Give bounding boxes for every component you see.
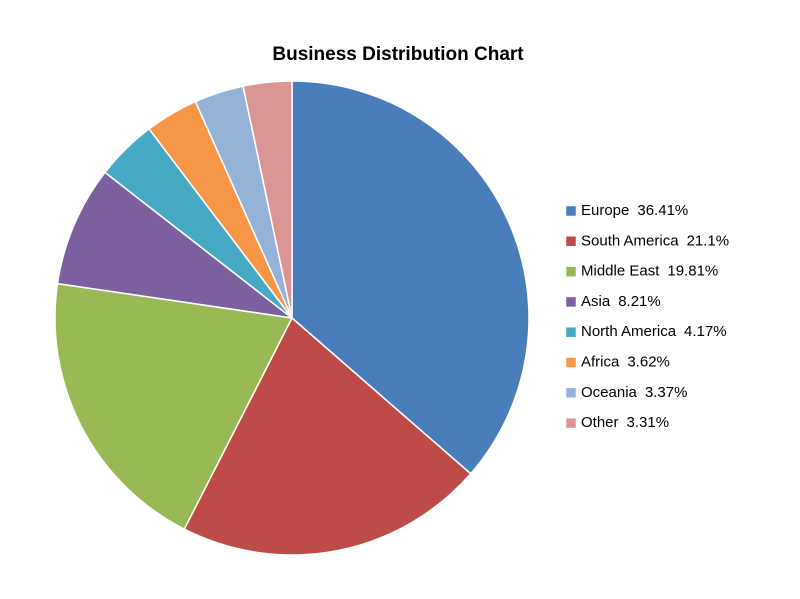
- legend-value: 3.31%: [627, 414, 670, 431]
- legend-label: Other: [581, 414, 619, 431]
- legend-label: Oceania: [581, 384, 638, 401]
- legend-swatch: [565, 387, 577, 399]
- legend-swatch: [565, 296, 577, 308]
- legend-label: South America: [581, 232, 679, 249]
- legend-label: Europe: [581, 202, 629, 219]
- legend-label: Africa: [581, 353, 620, 370]
- legend-entry: Europe 36.41%: [581, 202, 688, 219]
- pie-slice: [183, 316, 472, 556]
- legend-label: Middle East: [581, 263, 660, 280]
- legend-swatch: [565, 205, 577, 217]
- chart-title: Business Distribution Chart: [272, 44, 524, 65]
- pie-slice: [56, 171, 295, 320]
- legend-entry: Asia 8.21%: [581, 293, 661, 310]
- legend-entry: Middle East 19.81%: [581, 263, 718, 280]
- legend-value: 36.41%: [637, 202, 688, 219]
- pie-slice: [54, 282, 294, 531]
- legend-swatch: [565, 236, 577, 247]
- legend-swatch: [565, 417, 577, 429]
- legend-entry: Africa 3.62%: [581, 353, 670, 370]
- legend-entry: North America 4.17%: [581, 323, 727, 340]
- legend-entry: Oceania 3.37%: [581, 384, 687, 401]
- pie-slice: [242, 80, 293, 319]
- legend-swatch: [565, 266, 577, 277]
- legend-value: 8.21%: [618, 293, 661, 310]
- legend-value: 3.37%: [645, 384, 688, 401]
- legend-value: 19.81%: [667, 263, 718, 280]
- legend-value: 21.1%: [687, 232, 730, 249]
- legend-swatch: [565, 326, 577, 338]
- legend-entry: South America 21.1%: [581, 232, 729, 249]
- legend-label: Asia: [581, 293, 611, 310]
- legend-entry: Other 3.31%: [581, 414, 669, 431]
- pie-slice: [291, 80, 530, 475]
- legend-label: North America: [581, 323, 677, 340]
- legend-value: 4.17%: [684, 323, 727, 340]
- legend-value: 3.62%: [627, 353, 670, 370]
- legend-swatch: [565, 357, 577, 368]
